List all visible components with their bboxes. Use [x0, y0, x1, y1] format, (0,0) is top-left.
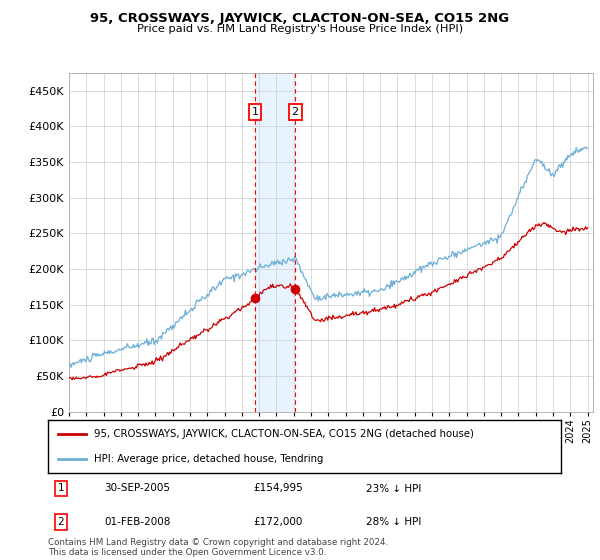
Text: 2: 2	[58, 517, 64, 527]
Text: £154,995: £154,995	[253, 483, 303, 493]
Text: 1: 1	[251, 107, 259, 117]
Text: 01-FEB-2008: 01-FEB-2008	[104, 517, 171, 527]
Text: 23% ↓ HPI: 23% ↓ HPI	[366, 483, 421, 493]
Text: 30-SEP-2005: 30-SEP-2005	[104, 483, 170, 493]
Text: HPI: Average price, detached house, Tendring: HPI: Average price, detached house, Tend…	[94, 454, 323, 464]
Text: Contains HM Land Registry data © Crown copyright and database right 2024.
This d: Contains HM Land Registry data © Crown c…	[48, 538, 388, 557]
Bar	[255, 73, 295, 412]
Text: 95, CROSSWAYS, JAYWICK, CLACTON-ON-SEA, CO15 2NG (detached house): 95, CROSSWAYS, JAYWICK, CLACTON-ON-SEA, …	[94, 430, 474, 440]
Text: 28% ↓ HPI: 28% ↓ HPI	[366, 517, 421, 527]
Text: £172,000: £172,000	[253, 517, 302, 527]
Text: 1: 1	[58, 483, 64, 493]
Text: 95, CROSSWAYS, JAYWICK, CLACTON-ON-SEA, CO15 2NG: 95, CROSSWAYS, JAYWICK, CLACTON-ON-SEA, …	[91, 12, 509, 25]
Text: Price paid vs. HM Land Registry's House Price Index (HPI): Price paid vs. HM Land Registry's House …	[137, 24, 463, 34]
Text: 2: 2	[292, 107, 299, 117]
